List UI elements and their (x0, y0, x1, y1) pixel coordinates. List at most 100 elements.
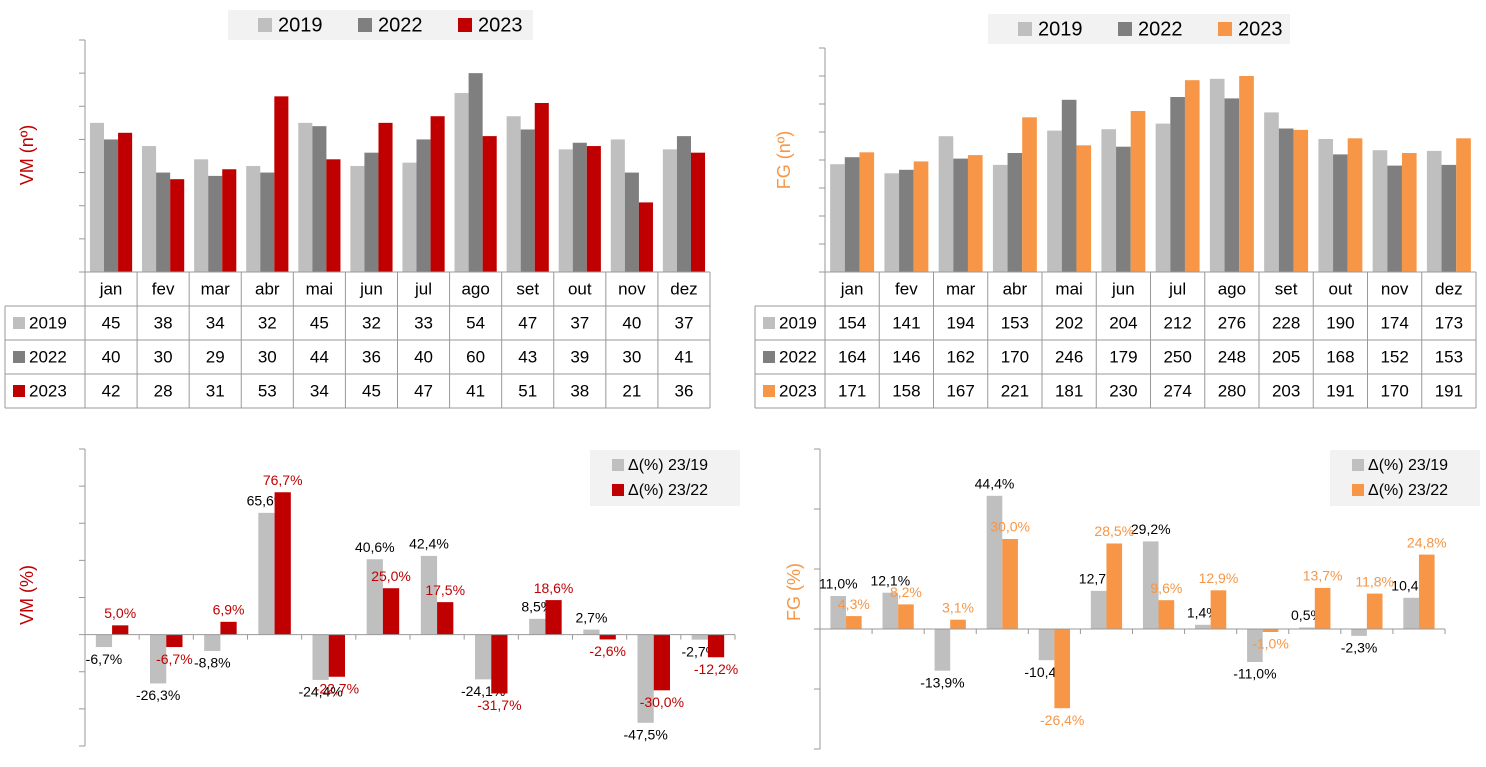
bar (506, 116, 521, 272)
table-row-label: 2023 (779, 381, 817, 400)
x-tick-label: jan (99, 279, 123, 298)
table-cell: 221 (1001, 381, 1029, 400)
bar (884, 173, 900, 272)
table-cell: 167 (946, 381, 974, 400)
table-cell: 179 (1109, 347, 1137, 366)
table-cell: 54 (466, 313, 485, 332)
bar (830, 596, 847, 629)
bar (638, 202, 653, 272)
legend-box (988, 14, 1290, 44)
bar (491, 634, 508, 694)
bar (274, 492, 291, 635)
bar (350, 165, 365, 272)
bar (1047, 130, 1062, 272)
bar (430, 116, 445, 272)
bar (104, 139, 119, 272)
table-cell: 21 (622, 381, 641, 400)
x-tick-label: dez (670, 279, 697, 298)
bar (653, 634, 670, 691)
bar (328, 634, 345, 677)
table-swatch (13, 317, 25, 329)
table-cell: 40 (102, 347, 121, 366)
bar (624, 172, 639, 272)
table-cell: 36 (674, 381, 693, 400)
value-label: -8,8% (194, 655, 231, 671)
value-label: 12,9% (1199, 570, 1239, 586)
bar (545, 600, 562, 635)
bar (676, 136, 691, 272)
x-tick-label: abr (1003, 279, 1028, 298)
value-label: 2,7% (575, 609, 607, 625)
x-tick-label: out (568, 279, 592, 298)
bar (898, 604, 914, 629)
table-cell: 152 (1380, 347, 1408, 366)
value-label: -26,3% (136, 687, 180, 703)
bar (1209, 78, 1225, 272)
bar (572, 142, 587, 272)
table-cell: 33 (414, 313, 433, 332)
x-tick-label: set (1275, 279, 1298, 298)
value-label: 9,6% (1150, 580, 1182, 596)
bar (1130, 111, 1146, 272)
legend-label: 2023 (478, 14, 523, 36)
table-cell: 47 (414, 381, 433, 400)
bar (846, 616, 862, 629)
bar (859, 152, 875, 272)
bar (583, 629, 600, 635)
bar (1441, 164, 1457, 272)
bar (416, 139, 431, 272)
table-cell: 202 (1055, 313, 1083, 332)
value-label: -30,0% (640, 694, 684, 710)
value-label: 30,0% (990, 519, 1030, 535)
bar (1456, 138, 1471, 272)
bar (246, 165, 261, 272)
bar (312, 634, 329, 680)
table-row-label: 2023 (29, 381, 67, 400)
x-tick-label: fev (895, 279, 918, 298)
bar (1116, 146, 1131, 272)
bar (1293, 129, 1309, 272)
table-cell: 42 (102, 381, 121, 400)
bar (1038, 629, 1055, 661)
value-label: 3,1% (942, 599, 974, 615)
bar (950, 619, 966, 629)
bar (1403, 597, 1419, 629)
table-cell: 31 (206, 381, 225, 400)
table-cell: 170 (1001, 347, 1029, 366)
table-cell: 191 (1435, 381, 1463, 400)
bar (558, 149, 573, 272)
table-cell: 162 (946, 347, 974, 366)
bar (420, 555, 438, 635)
bar (844, 157, 860, 272)
value-label: 4,3% (838, 596, 870, 612)
x-tick-label: out (1329, 279, 1353, 298)
bar (260, 172, 275, 272)
bar (1155, 123, 1171, 272)
bar (1170, 97, 1185, 272)
table-swatch (763, 317, 775, 329)
table-cell: 47 (518, 313, 537, 332)
value-label: 8,2% (890, 584, 922, 600)
bar (112, 625, 129, 635)
bar (208, 175, 223, 272)
value-label: -6,7% (86, 651, 123, 667)
x-tick-label: jul (1168, 279, 1186, 298)
table-cell: 60 (466, 347, 485, 366)
value-label: 76,7% (263, 472, 303, 488)
bar (1002, 539, 1018, 629)
table-row-label: 2019 (779, 313, 817, 332)
x-tick-label: jul (414, 279, 432, 298)
legend-swatch (1218, 22, 1232, 36)
table-cell: 205 (1272, 347, 1300, 366)
bar (1210, 590, 1227, 629)
table-cell: 248 (1218, 347, 1246, 366)
bar (953, 158, 968, 272)
table-cell: 204 (1109, 313, 1137, 332)
bar (1418, 554, 1435, 629)
table-swatch (13, 351, 25, 363)
legend-swatch (258, 18, 272, 32)
value-label: 17,5% (425, 582, 465, 598)
table-cell: 154 (838, 313, 866, 332)
legend-label: Δ(%) 23/19 (628, 457, 708, 474)
table-cell: 45 (102, 313, 121, 332)
